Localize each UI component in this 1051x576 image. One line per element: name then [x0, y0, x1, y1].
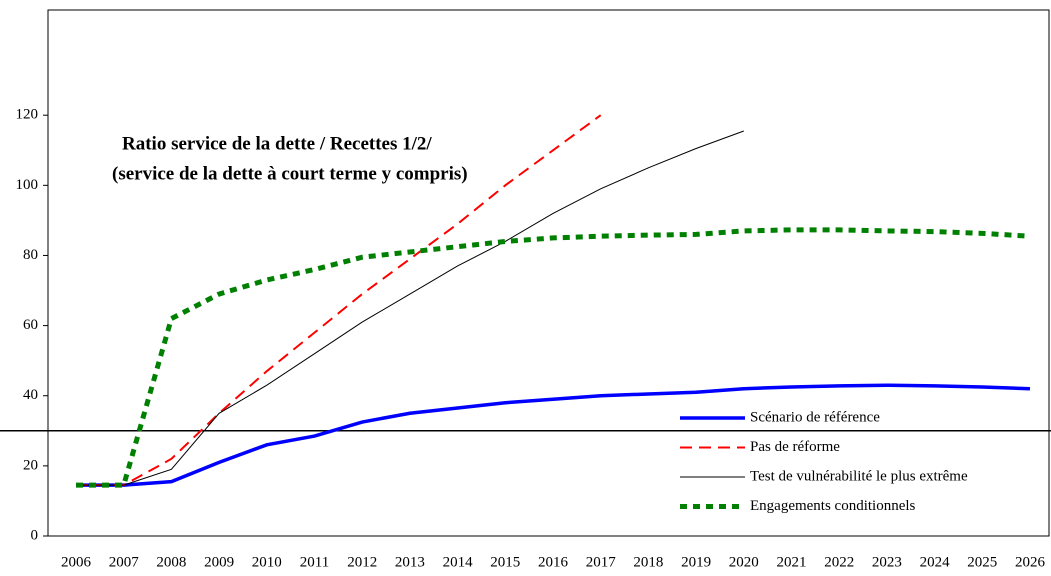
legend-label: Scénario de référence [750, 409, 880, 425]
y-tick-label: 20 [23, 457, 38, 473]
x-tick-label: 2016 [538, 554, 569, 570]
x-tick-label: 2024 [920, 554, 951, 570]
legend-label: Test de vulnérabilité le plus extrême [750, 468, 968, 484]
x-tick-label: 2018 [633, 554, 663, 570]
x-tick-label: 2020 [729, 554, 759, 570]
x-tick-label: 2025 [967, 554, 997, 570]
chart-title: Ratio service de la dette / Recettes 1/2… [122, 133, 432, 154]
chart-subtitle: (service de la dette à court terme y com… [112, 163, 468, 184]
series-line [76, 130, 744, 486]
x-tick-label: 2021 [777, 554, 807, 570]
x-tick-label: 2014 [443, 554, 474, 570]
legend-label: Engagements conditionnels [750, 498, 916, 514]
series-line [76, 114, 602, 487]
y-tick-label: 60 [23, 317, 38, 333]
plot-frame [47, 9, 1050, 537]
y-tick-label: 40 [23, 387, 38, 403]
y-tick-label: 100 [16, 177, 39, 193]
x-tick-label: 2015 [490, 554, 520, 570]
x-tick-label: 2010 [252, 554, 282, 570]
y-tick-label: 80 [23, 247, 38, 263]
series-line [76, 383, 1031, 487]
x-tick-label: 2017 [586, 554, 617, 570]
x-tick-label: 2023 [872, 554, 902, 570]
x-tick-label: 2007 [109, 554, 140, 570]
series-line [76, 227, 1031, 488]
x-tick-label: 2006 [61, 554, 92, 570]
y-tick-label: 0 [31, 527, 39, 543]
x-tick-label: 2026 [1015, 554, 1046, 570]
y-tick-label: 120 [16, 107, 39, 123]
x-tick-label: 2019 [681, 554, 711, 570]
x-tick-label: 2022 [824, 554, 854, 570]
x-tick-label: 2008 [156, 554, 186, 570]
x-tick-label: 2009 [204, 554, 234, 570]
x-tick-label: 2011 [300, 554, 329, 570]
legend-label: Pas de réforme [750, 439, 840, 455]
x-tick-label: 2012 [347, 554, 377, 570]
x-tick-label: 2013 [395, 554, 425, 570]
